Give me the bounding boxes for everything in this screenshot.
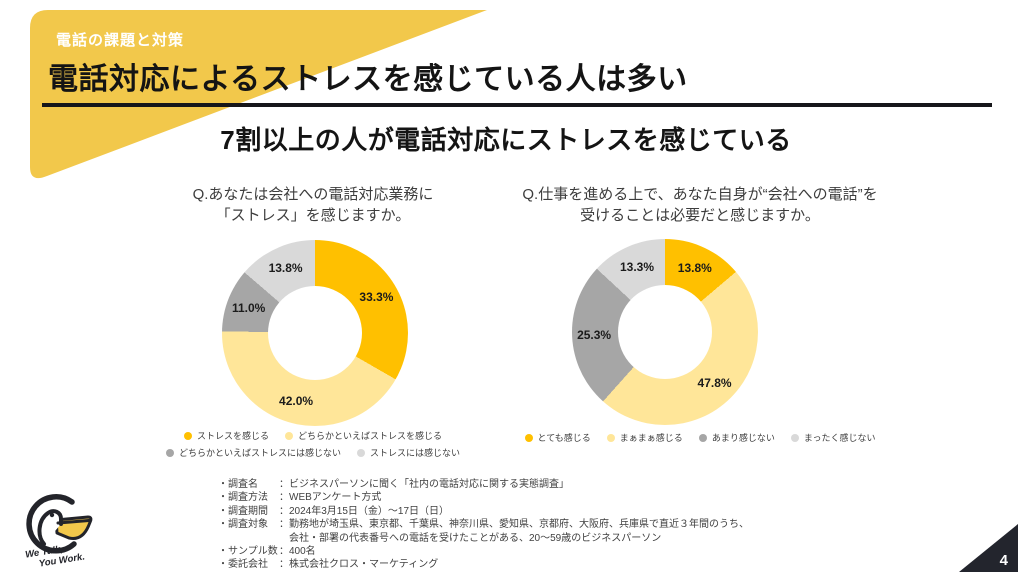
title-underline — [42, 103, 992, 107]
chart-question: Q.あなたは会社への電話対応業務に 「ストレス」を感じますか。 — [192, 186, 434, 224]
donut-hole — [268, 286, 362, 380]
note-row: ・調査期間 ：2024年3月15日（金）～17日（日） — [218, 505, 749, 518]
necessity-donut-chart: Q.仕事を進める上で、あなた自身が“会社への電話”を 受けることは必要だと感じま… — [500, 184, 900, 474]
note-value: ：WEBアンケート方式 — [279, 492, 382, 504]
donut: 33.3% 42.0% 11.0% 13.8% — [222, 240, 408, 426]
note-label: ・サンプル数 — [218, 546, 278, 558]
banner-shape — [30, 10, 487, 179]
legend-label: まったく感じない — [803, 433, 876, 443]
note-label: ・委託会社 — [218, 559, 268, 571]
slice-value-label: 47.8% — [697, 375, 732, 390]
note-row: ・サンプル数 ：400名 — [218, 545, 749, 558]
legend-dot — [524, 433, 533, 442]
slice-value-label: 33.3% — [359, 290, 394, 305]
note-label: ・調査対象 — [218, 519, 268, 531]
subtitle: 7割以上の人が電話対応にストレスを感じている — [220, 125, 792, 155]
slice-value-label: 13.8% — [677, 260, 712, 275]
legend-label: ストレスを感じる — [196, 431, 269, 441]
note-value: ：2024年3月15日（金）～17日（日） — [279, 505, 450, 517]
donut-labels: 33.3% 42.0% 11.0% 13.8% — [222, 240, 408, 426]
legend: とても感じる まぁまぁ感じる あまり感じない まったく感じない — [500, 431, 900, 444]
page-number-triangle: 4 — [959, 524, 1018, 572]
eyebrow-label: 電話の課題と対策 — [56, 32, 185, 49]
legend-row: どちらかといえばストレスには感じない ストレスには感じない — [165, 446, 460, 459]
legend-label: どちらかといえばストレスには感じない — [178, 448, 341, 458]
legend-item: どちらかといえばストレスには感じない — [165, 446, 341, 459]
note-row: ・調査方法 ：WEBアンケート方式 — [218, 491, 749, 504]
note-value: ：ビジネスパーソンに聞く「社内の電話対応に関する実態調査」 — [279, 479, 569, 490]
legend-dot — [790, 433, 799, 442]
legend-item: あまり感じない — [698, 431, 775, 444]
legend-dot — [165, 448, 174, 457]
note-label: ・調査名 — [218, 479, 258, 490]
note-row: ・委託会社 ：株式会社クロス・マーケティング — [218, 558, 749, 571]
note-label: ・調査期間 — [218, 505, 268, 517]
legend-dot — [357, 448, 365, 457]
legend-row: とても感じる まぁまぁ感じる あまり感じない まったく感じない — [524, 431, 876, 444]
note-value: ：株式会社クロス・マーケティング — [279, 559, 439, 571]
legend-dot — [698, 433, 707, 442]
legend-item: まったく感じない — [790, 431, 876, 444]
slice-value-label: 11.0% — [231, 300, 266, 315]
note-row: ・調査名 ：ビジネスパーソンに聞く「社内の電話対応に関する実態調査」 — [218, 478, 749, 491]
legend-row: ストレスを感じる どちらかといえばストレスを感じる — [183, 429, 442, 442]
page-title: 電話対応によるストレスを感じている人は多い — [48, 63, 688, 96]
stress-donut-chart: Q.あなたは会社への電話対応業務に 「ストレス」を感じますか。 33.3% 42.… — [138, 184, 488, 474]
slice-value-label: 25.3% — [577, 328, 612, 343]
donut-labels: 13.8% 47.8% 25.3% 13.3% — [572, 239, 758, 425]
legend-label: とても感じる — [537, 433, 591, 443]
donut: 13.8% 47.8% 25.3% 13.3% — [572, 239, 758, 425]
legend-dot — [606, 433, 615, 442]
legend-item: とても感じる — [524, 431, 591, 444]
survey-notes: ・調査名 ：ビジネスパーソンに聞く「社内の電話対応に関する実態調査」 ・調査方法… — [218, 478, 749, 572]
pelican-icon — [26, 494, 93, 554]
note-row: ・調査対象 ：勤務地が埼玉県、東京都、千葉県、神奈川県、愛知県、京都府、大阪府、… — [218, 518, 749, 545]
legend-label: どちらかといえばストレスを感じる — [298, 431, 443, 441]
slice-value-label: 13.3% — [619, 259, 655, 274]
note-label: ・調査方法 — [218, 492, 268, 504]
chart-question: Q.仕事を進める上で、あなた自身が“会社への電話”を 受けることは必要だと感じま… — [522, 186, 878, 224]
slice-value-label: 13.8% — [268, 261, 303, 276]
legend-item: まぁまぁ感じる — [606, 431, 683, 444]
legend-dot — [285, 431, 293, 440]
legend-item: ストレスには感じない — [357, 446, 460, 459]
legend-item: ストレスを感じる — [183, 429, 269, 442]
legend-label: ストレスには感じない — [370, 448, 461, 458]
legend-label: あまり感じない — [711, 433, 775, 443]
pelican-logo: We Talk, You Work. — [16, 490, 112, 576]
slice-value-label: 42.0% — [279, 394, 314, 409]
legend-item: どちらかといえばストレスを感じる — [285, 429, 442, 442]
donut-hole — [618, 285, 712, 379]
note-value: ：勤務地が埼玉県、東京都、千葉県、神奈川県、愛知県、京都府、大阪府、兵庫県で直近… — [279, 519, 749, 544]
legend: ストレスを感じる どちらかといえばストレスを感じるどちらかといえばストレスには感じ… — [138, 429, 488, 459]
legend-dot — [183, 431, 192, 440]
note-value: ：400名 — [279, 546, 316, 558]
page-number: 4 — [999, 552, 1008, 569]
legend-label: まぁまぁ感じる — [619, 433, 683, 443]
